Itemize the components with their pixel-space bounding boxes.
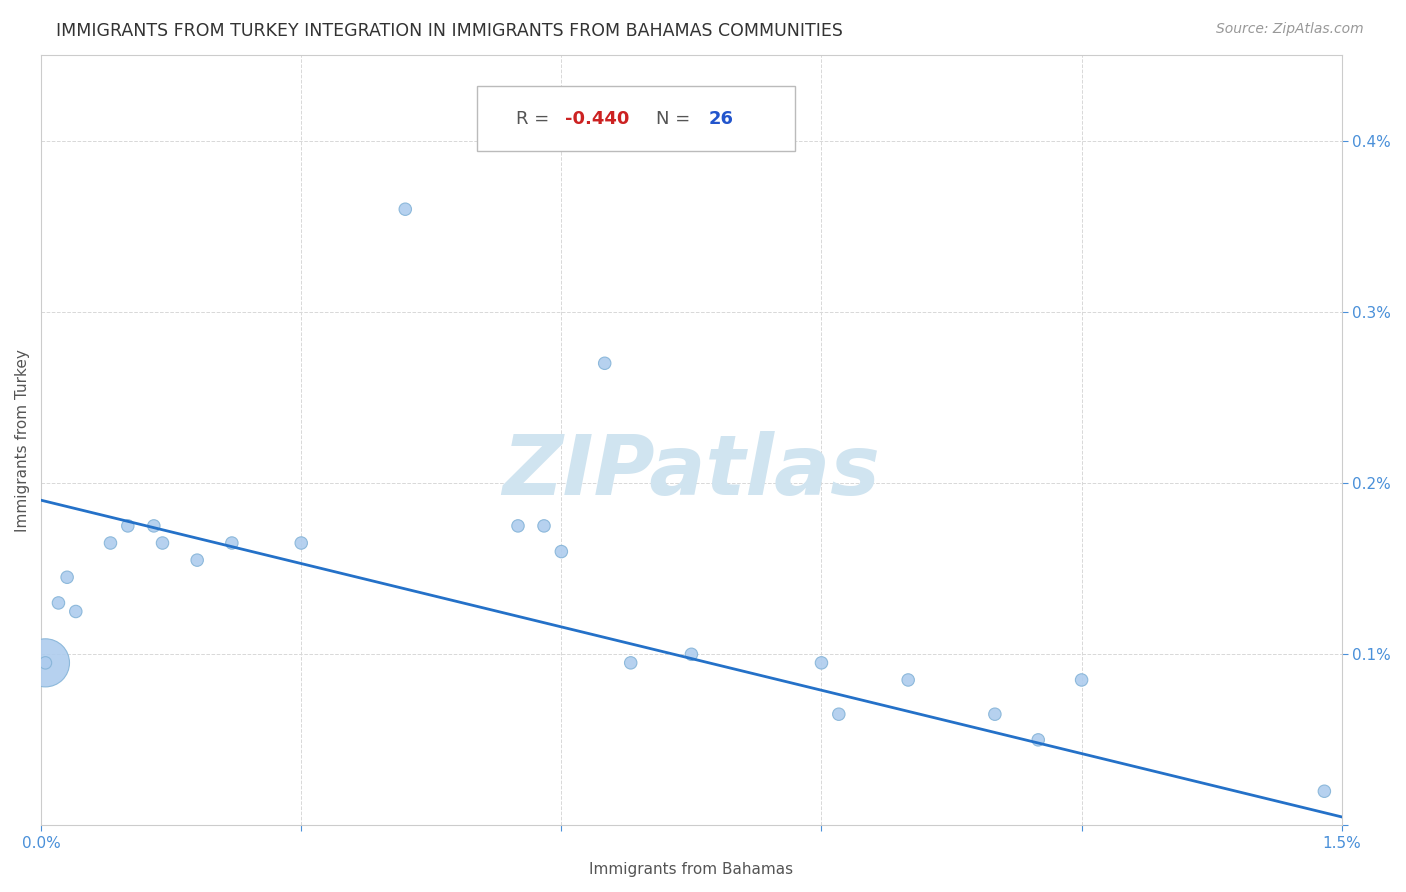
Text: IMMIGRANTS FROM TURKEY INTEGRATION IN IMMIGRANTS FROM BAHAMAS COMMUNITIES: IMMIGRANTS FROM TURKEY INTEGRATION IN IM… — [56, 22, 844, 40]
Point — [681, 648, 703, 662]
Point — [34, 656, 56, 670]
Point — [152, 536, 174, 550]
Point — [897, 673, 920, 687]
Point — [65, 605, 87, 619]
Text: -0.440: -0.440 — [565, 110, 630, 128]
Point — [394, 202, 416, 217]
Point — [1026, 732, 1049, 747]
Point — [828, 707, 851, 722]
Text: Source: ZipAtlas.com: Source: ZipAtlas.com — [1216, 22, 1364, 37]
Point — [221, 536, 243, 550]
Point — [593, 356, 616, 370]
Point — [34, 656, 56, 670]
Point — [48, 596, 70, 610]
Point — [56, 570, 79, 584]
Point — [1313, 784, 1336, 798]
Point — [550, 544, 572, 558]
Point — [506, 519, 529, 533]
X-axis label: Immigrants from Bahamas: Immigrants from Bahamas — [589, 862, 793, 877]
Point — [186, 553, 208, 567]
Point — [100, 536, 122, 550]
Point — [984, 707, 1007, 722]
Text: ZIPatlas: ZIPatlas — [502, 431, 880, 512]
Point — [533, 519, 555, 533]
Text: R =: R = — [516, 110, 555, 128]
Point — [117, 519, 139, 533]
Text: N =: N = — [657, 110, 696, 128]
Y-axis label: Immigrants from Turkey: Immigrants from Turkey — [15, 349, 30, 532]
Text: 26: 26 — [709, 110, 734, 128]
Point — [620, 656, 643, 670]
FancyBboxPatch shape — [477, 86, 796, 152]
Point — [142, 519, 165, 533]
Point — [290, 536, 312, 550]
Point — [810, 656, 832, 670]
Point — [1070, 673, 1092, 687]
